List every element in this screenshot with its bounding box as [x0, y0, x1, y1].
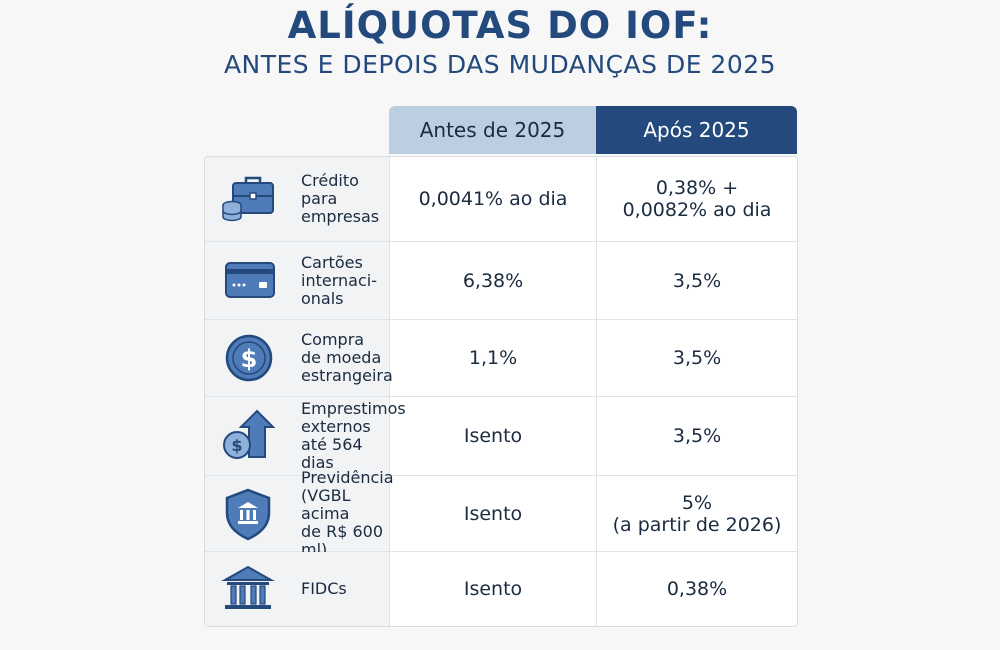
before-value: Isento: [390, 397, 597, 475]
after-value: 3,5%: [672, 269, 722, 292]
row-label-cell: $ Emprestimos externos até 564 dias: [205, 397, 406, 475]
row-label: Cartões internaci- onals: [301, 252, 377, 308]
after-value: 3,5%: [672, 347, 722, 369]
briefcase-coins-icon: [222, 176, 274, 222]
after-value: 0,38%: [666, 578, 728, 600]
credit-card-icon: [225, 261, 275, 298]
column-header-before: Antes de 2025: [389, 106, 596, 154]
after-value: 3,5%: [672, 425, 722, 447]
shield-bank-icon: [225, 488, 271, 540]
table-row: $ Compra de moeda estrangeira 1,1% 3,5%: [205, 320, 797, 397]
table-row: Crédito para empresas 0,0041% ao dia 0,3…: [205, 157, 797, 242]
before-value: Isento: [390, 476, 597, 551]
table-row: FIDCs Isento 0,38%: [205, 552, 797, 626]
row-label: Crédito para empresas: [301, 171, 380, 226]
before-value: 0,0041% ao dia: [390, 157, 597, 241]
column-header-after: Após 2025: [596, 106, 797, 154]
table-row: $ Emprestimos externos até 564 dias Isen…: [205, 397, 797, 476]
dollar-coin-icon: $: [225, 334, 273, 382]
svg-text:$: $: [241, 345, 258, 373]
row-label-cell: Previdência (VGBL acima de R$ 600 ml): [205, 468, 394, 558]
page-title: ALÍQUOTAS DO IOF:: [287, 4, 713, 47]
table-row: Previdência (VGBL acima de R$ 600 ml) Is…: [205, 468, 797, 558]
row-label-cell: Cartões internaci- onals: [205, 242, 390, 319]
page-subtitle: ANTES E DEPOIS DAS MUDANÇAS DE 2025: [223, 50, 777, 79]
before-value: 6,38%: [390, 242, 597, 319]
after-value: 5% (a partir de 2026): [612, 491, 782, 536]
row-label-cell: FIDCs: [205, 552, 390, 626]
before-value: Isento: [390, 552, 597, 626]
row-label: FIDCs: [301, 579, 347, 598]
row-label-cell: Crédito para empresas: [205, 157, 390, 241]
after-value: 0,38% + 0,0082% ao dia: [622, 177, 772, 221]
iof-table: Crédito para empresas 0,0041% ao dia 0,3…: [204, 156, 798, 627]
table-row: Cartões internaci- onals 6,38% 3,5%: [205, 242, 797, 320]
before-value: 1,1%: [390, 320, 597, 396]
coin-arrow-up-icon: $: [223, 409, 276, 459]
row-label: Emprestimos externos até 564 dias: [301, 399, 406, 472]
row-label: Previdência (VGBL acima de R$ 600 ml): [301, 467, 394, 559]
row-label-cell: $ Compra de moeda estrangeira: [205, 320, 393, 396]
svg-text:$: $: [231, 436, 242, 455]
row-label: Compra de moeda estrangeira: [301, 330, 393, 385]
bank-icon: [221, 565, 275, 609]
